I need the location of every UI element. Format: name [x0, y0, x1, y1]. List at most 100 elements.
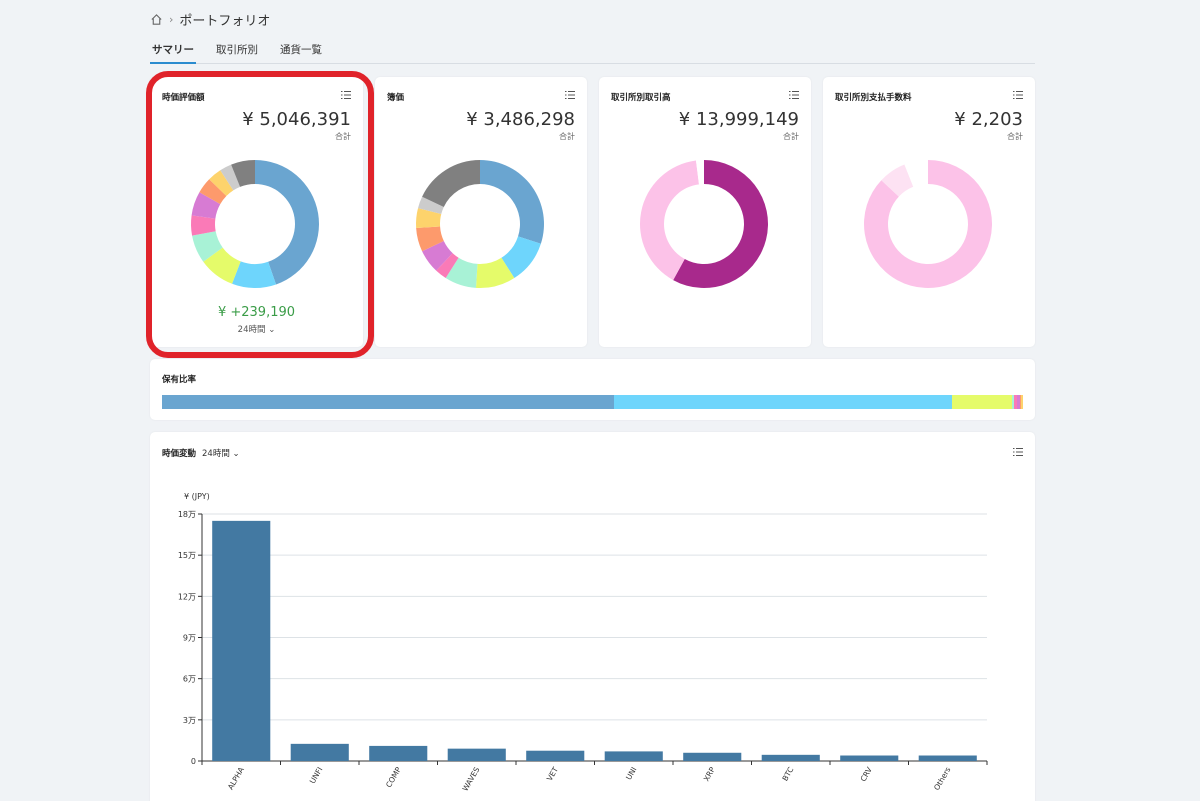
- donut-slice: [422, 160, 480, 207]
- holding-segment: [1014, 395, 1017, 409]
- x-tick-label: ALPHA: [226, 765, 247, 792]
- period-selector[interactable]: 24時間 ⌄: [202, 449, 240, 459]
- holding-ratio-card: 保有比率: [150, 359, 1035, 420]
- x-tick-label: Others: [932, 765, 952, 791]
- card-title: 時価評価額: [162, 93, 205, 103]
- holding-segment: [1019, 395, 1022, 409]
- holding-segment: [952, 395, 1012, 409]
- donut-slice: [640, 160, 699, 281]
- bar[interactable]: [447, 748, 506, 761]
- card-title: 取引所別支払手数料: [835, 93, 912, 103]
- exchange-volume-amount: ¥ 13,999,149: [678, 109, 799, 130]
- y-axis-label: ¥ (JPY): [184, 492, 210, 501]
- donut-slice: [501, 236, 541, 279]
- holding-segment: [1021, 395, 1023, 409]
- donut-slice: [255, 160, 319, 285]
- x-tick-label: CRV: [859, 765, 875, 783]
- donut-slice: [418, 196, 444, 215]
- total-label: 合計: [783, 132, 799, 141]
- donut-slice: [445, 257, 478, 288]
- list-menu-icon[interactable]: [341, 90, 351, 100]
- market-value-amount: ¥ 5,046,391: [242, 109, 351, 130]
- card-title: 取引所別取引高: [611, 93, 671, 103]
- donut-slice: [199, 179, 227, 205]
- holding-segment: [1011, 395, 1015, 409]
- y-tick-label: 0: [191, 757, 196, 766]
- bar[interactable]: [604, 751, 663, 761]
- bar[interactable]: [290, 743, 349, 761]
- bar[interactable]: [840, 755, 899, 761]
- total-label: 合計: [1007, 132, 1023, 141]
- y-tick-label: 6万: [183, 675, 196, 684]
- bar[interactable]: [526, 750, 585, 761]
- exchange-fee-donut-chart: [864, 160, 992, 288]
- holding-segment: [162, 395, 615, 409]
- period-selector[interactable]: 24時間 ⌄: [237, 325, 276, 335]
- donut-slice: [904, 160, 928, 187]
- page-title: ポートフォリオ: [179, 14, 271, 29]
- y-tick-label: 15万: [178, 551, 196, 560]
- bar[interactable]: [212, 520, 271, 761]
- donut-slice: [480, 160, 544, 244]
- list-menu-icon[interactable]: [1013, 90, 1023, 100]
- x-tick-label: VET: [545, 765, 560, 782]
- tab-summary[interactable]: サマリー: [150, 38, 196, 64]
- home-icon[interactable]: [150, 13, 163, 26]
- tab-currency-list[interactable]: 通貨一覧: [280, 44, 322, 56]
- y-tick-label: 3万: [183, 716, 196, 725]
- breadcrumb: › ポートフォリオ: [150, 10, 270, 29]
- donut-slice: [416, 226, 444, 252]
- donut-slice: [191, 192, 221, 219]
- total-label: 合計: [335, 132, 351, 141]
- x-tick-label: COMP: [384, 765, 403, 789]
- donut-slice: [192, 231, 223, 262]
- y-tick-label: 18万: [178, 510, 196, 519]
- donut-slice: [436, 253, 459, 279]
- holding-segment: [614, 395, 953, 409]
- donut-slice: [475, 257, 515, 288]
- donut-slice: [191, 215, 216, 236]
- donut-slice: [416, 208, 442, 229]
- exchange-volume-donut-chart: [640, 160, 768, 288]
- donut-slice: [422, 241, 453, 271]
- market-value-card: 時価評価額 ¥ 5,046,391 合計 ¥ +239,190 24時間 ⌄: [150, 77, 363, 347]
- market-value-donut-chart: [191, 160, 319, 288]
- donut-slice: [220, 164, 241, 191]
- x-tick-label: XRP: [702, 765, 717, 783]
- book-value-amount: ¥ 3,486,298: [466, 109, 575, 130]
- list-menu-icon[interactable]: [1013, 447, 1023, 457]
- donut-slice: [231, 160, 255, 187]
- x-tick-label: UNFI: [308, 766, 325, 786]
- donut-slice: [203, 247, 241, 284]
- total-label: 合計: [559, 132, 575, 141]
- y-tick-label: 9万: [183, 634, 196, 643]
- donut-slice: [695, 160, 704, 185]
- book-value-donut-chart: [416, 160, 544, 288]
- bar[interactable]: [369, 745, 428, 761]
- donut-slice: [232, 261, 277, 288]
- holding-segment: [1016, 395, 1020, 409]
- price-change-card: 時価変動 24時間 ⌄ ¥ (JPY) 0 3万 6万 9万 12万 15万 18万 ALPH…: [150, 432, 1035, 801]
- y-tick-label: 12万: [178, 592, 196, 601]
- x-tick-label: UNI: [624, 766, 638, 782]
- list-menu-icon[interactable]: [789, 90, 799, 100]
- exchange-fee-amount: ¥ 2,203: [954, 109, 1023, 130]
- card-title: 保有比率: [162, 375, 197, 385]
- x-tick-label: BTC: [780, 766, 795, 783]
- donut-slice: [673, 160, 768, 288]
- chart-title: 時価変動: [162, 449, 197, 459]
- list-menu-icon[interactable]: [565, 90, 575, 100]
- x-tick-label: WAVES: [461, 765, 482, 792]
- bar[interactable]: [683, 752, 742, 761]
- donut-slice: [881, 164, 914, 197]
- holding-ratio-bar: [162, 395, 1023, 409]
- donut-slice: [864, 160, 992, 288]
- bar[interactable]: [918, 755, 977, 761]
- bar[interactable]: [761, 754, 820, 761]
- exchange-fee-card: 取引所別支払手数料 ¥ 2,203 合計: [823, 77, 1035, 347]
- tab-bar: サマリー 取引所別 通貨一覧: [150, 38, 1035, 64]
- card-title: 簿価: [387, 93, 405, 103]
- tab-exchange[interactable]: 取引所別: [216, 44, 258, 56]
- book-value-card: 簿価 ¥ 3,486,298 合計: [375, 77, 587, 347]
- breadcrumb-separator-icon: ›: [169, 13, 174, 26]
